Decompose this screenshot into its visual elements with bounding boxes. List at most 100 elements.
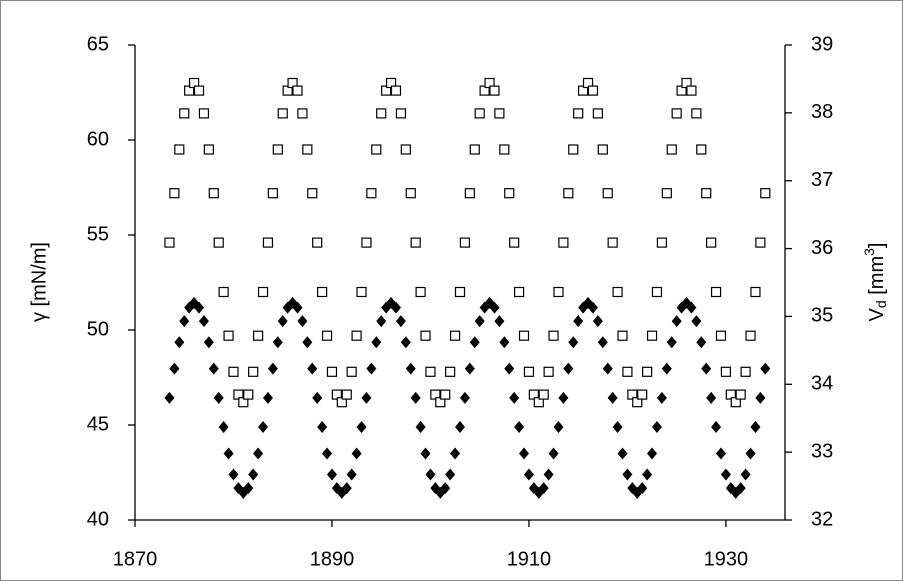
diamond-point (538, 482, 549, 495)
diamond-point (208, 362, 219, 375)
diamond-point (573, 315, 584, 328)
square-point (499, 144, 510, 155)
diamond-point (243, 482, 254, 495)
square-point (400, 144, 411, 155)
y-tick-label: 45 (87, 413, 109, 435)
square-point (656, 237, 667, 248)
diamond-point (563, 362, 574, 375)
diamond-point (445, 468, 456, 481)
square-point (292, 85, 303, 96)
diamond-point (597, 336, 608, 349)
diamond-point (509, 391, 520, 404)
square-point (597, 144, 608, 155)
diamond-point (607, 391, 618, 404)
diamond-point (410, 391, 421, 404)
y2-tick-label: 35 (811, 305, 833, 327)
square-point (720, 366, 732, 377)
y2-tick-label: 33 (811, 440, 833, 462)
diamond-point (686, 301, 697, 314)
diamond-point (297, 315, 308, 328)
diamond-point (302, 336, 313, 349)
square-point (538, 389, 549, 400)
diamond-point (592, 315, 603, 328)
square-point (710, 286, 722, 298)
square-point (523, 366, 535, 377)
y2-tick-label: 38 (811, 101, 833, 123)
square-point (750, 286, 761, 298)
y2-tick-label: 37 (811, 169, 833, 191)
square-point (243, 389, 254, 400)
diamond-point (248, 468, 259, 481)
square-point (706, 237, 717, 248)
diamond-point (272, 336, 283, 349)
diamond-point (351, 447, 362, 460)
square-point (317, 286, 328, 298)
square-point (277, 108, 288, 119)
square-point (213, 237, 224, 248)
diamond-point (760, 362, 771, 375)
square-point (390, 85, 402, 96)
y-axis-label: γ [mN/m] (28, 242, 50, 322)
diamond-point (420, 447, 431, 460)
square-point (371, 144, 382, 155)
square-point (755, 237, 766, 248)
diamond-point (715, 447, 726, 460)
square-point (449, 330, 461, 341)
square-point (440, 389, 451, 400)
diamond-point (213, 391, 224, 404)
square-point (504, 188, 515, 199)
square-point (346, 366, 357, 377)
diamond-point (169, 362, 180, 375)
square-point (543, 366, 554, 377)
diamond-point (361, 391, 372, 404)
diamond-point (405, 362, 416, 375)
diamond-point (228, 468, 239, 481)
square-point (262, 237, 274, 248)
square-point (691, 108, 702, 119)
diamond-point (661, 362, 672, 375)
square-point (587, 85, 599, 96)
square-point (661, 188, 672, 199)
square-point (376, 108, 387, 119)
square-point (612, 286, 623, 298)
diamond-point (523, 468, 534, 481)
diamond-point (277, 315, 288, 328)
diamond-point (198, 315, 209, 328)
y-tick-label: 60 (87, 128, 109, 150)
diamond-point (415, 421, 426, 434)
y2-tick-label: 34 (811, 373, 833, 395)
diamond-point (701, 362, 712, 375)
square-point (464, 188, 475, 199)
diamond-point (602, 362, 613, 375)
square-point (445, 366, 456, 377)
square-point (341, 389, 352, 400)
y2-label-end: ] (866, 243, 888, 249)
diamond-point (356, 421, 367, 434)
diamond-point (543, 468, 554, 481)
square-point (169, 188, 180, 199)
square-point (494, 108, 505, 119)
diamond-point (617, 447, 628, 460)
square-point (302, 144, 313, 155)
y2-axis-label: Vd [mm3] (861, 243, 889, 322)
diamond-point (194, 301, 205, 314)
diamond-point (317, 421, 328, 434)
square-point (622, 366, 633, 377)
diamond-point (514, 421, 525, 434)
square-point (518, 330, 530, 341)
y-tick-label: 55 (87, 223, 109, 245)
diamond-point (558, 391, 569, 404)
square-point (671, 108, 682, 119)
x-tick-label: 1930 (704, 548, 749, 570)
square-point (459, 237, 471, 248)
diamond-point (647, 447, 658, 460)
diamond-point (262, 391, 273, 404)
diamond-point (745, 447, 756, 460)
diamond-point (499, 336, 510, 349)
square-point (469, 144, 480, 155)
square-point (607, 237, 618, 248)
diamond-point (455, 421, 465, 434)
square-point (646, 330, 658, 341)
